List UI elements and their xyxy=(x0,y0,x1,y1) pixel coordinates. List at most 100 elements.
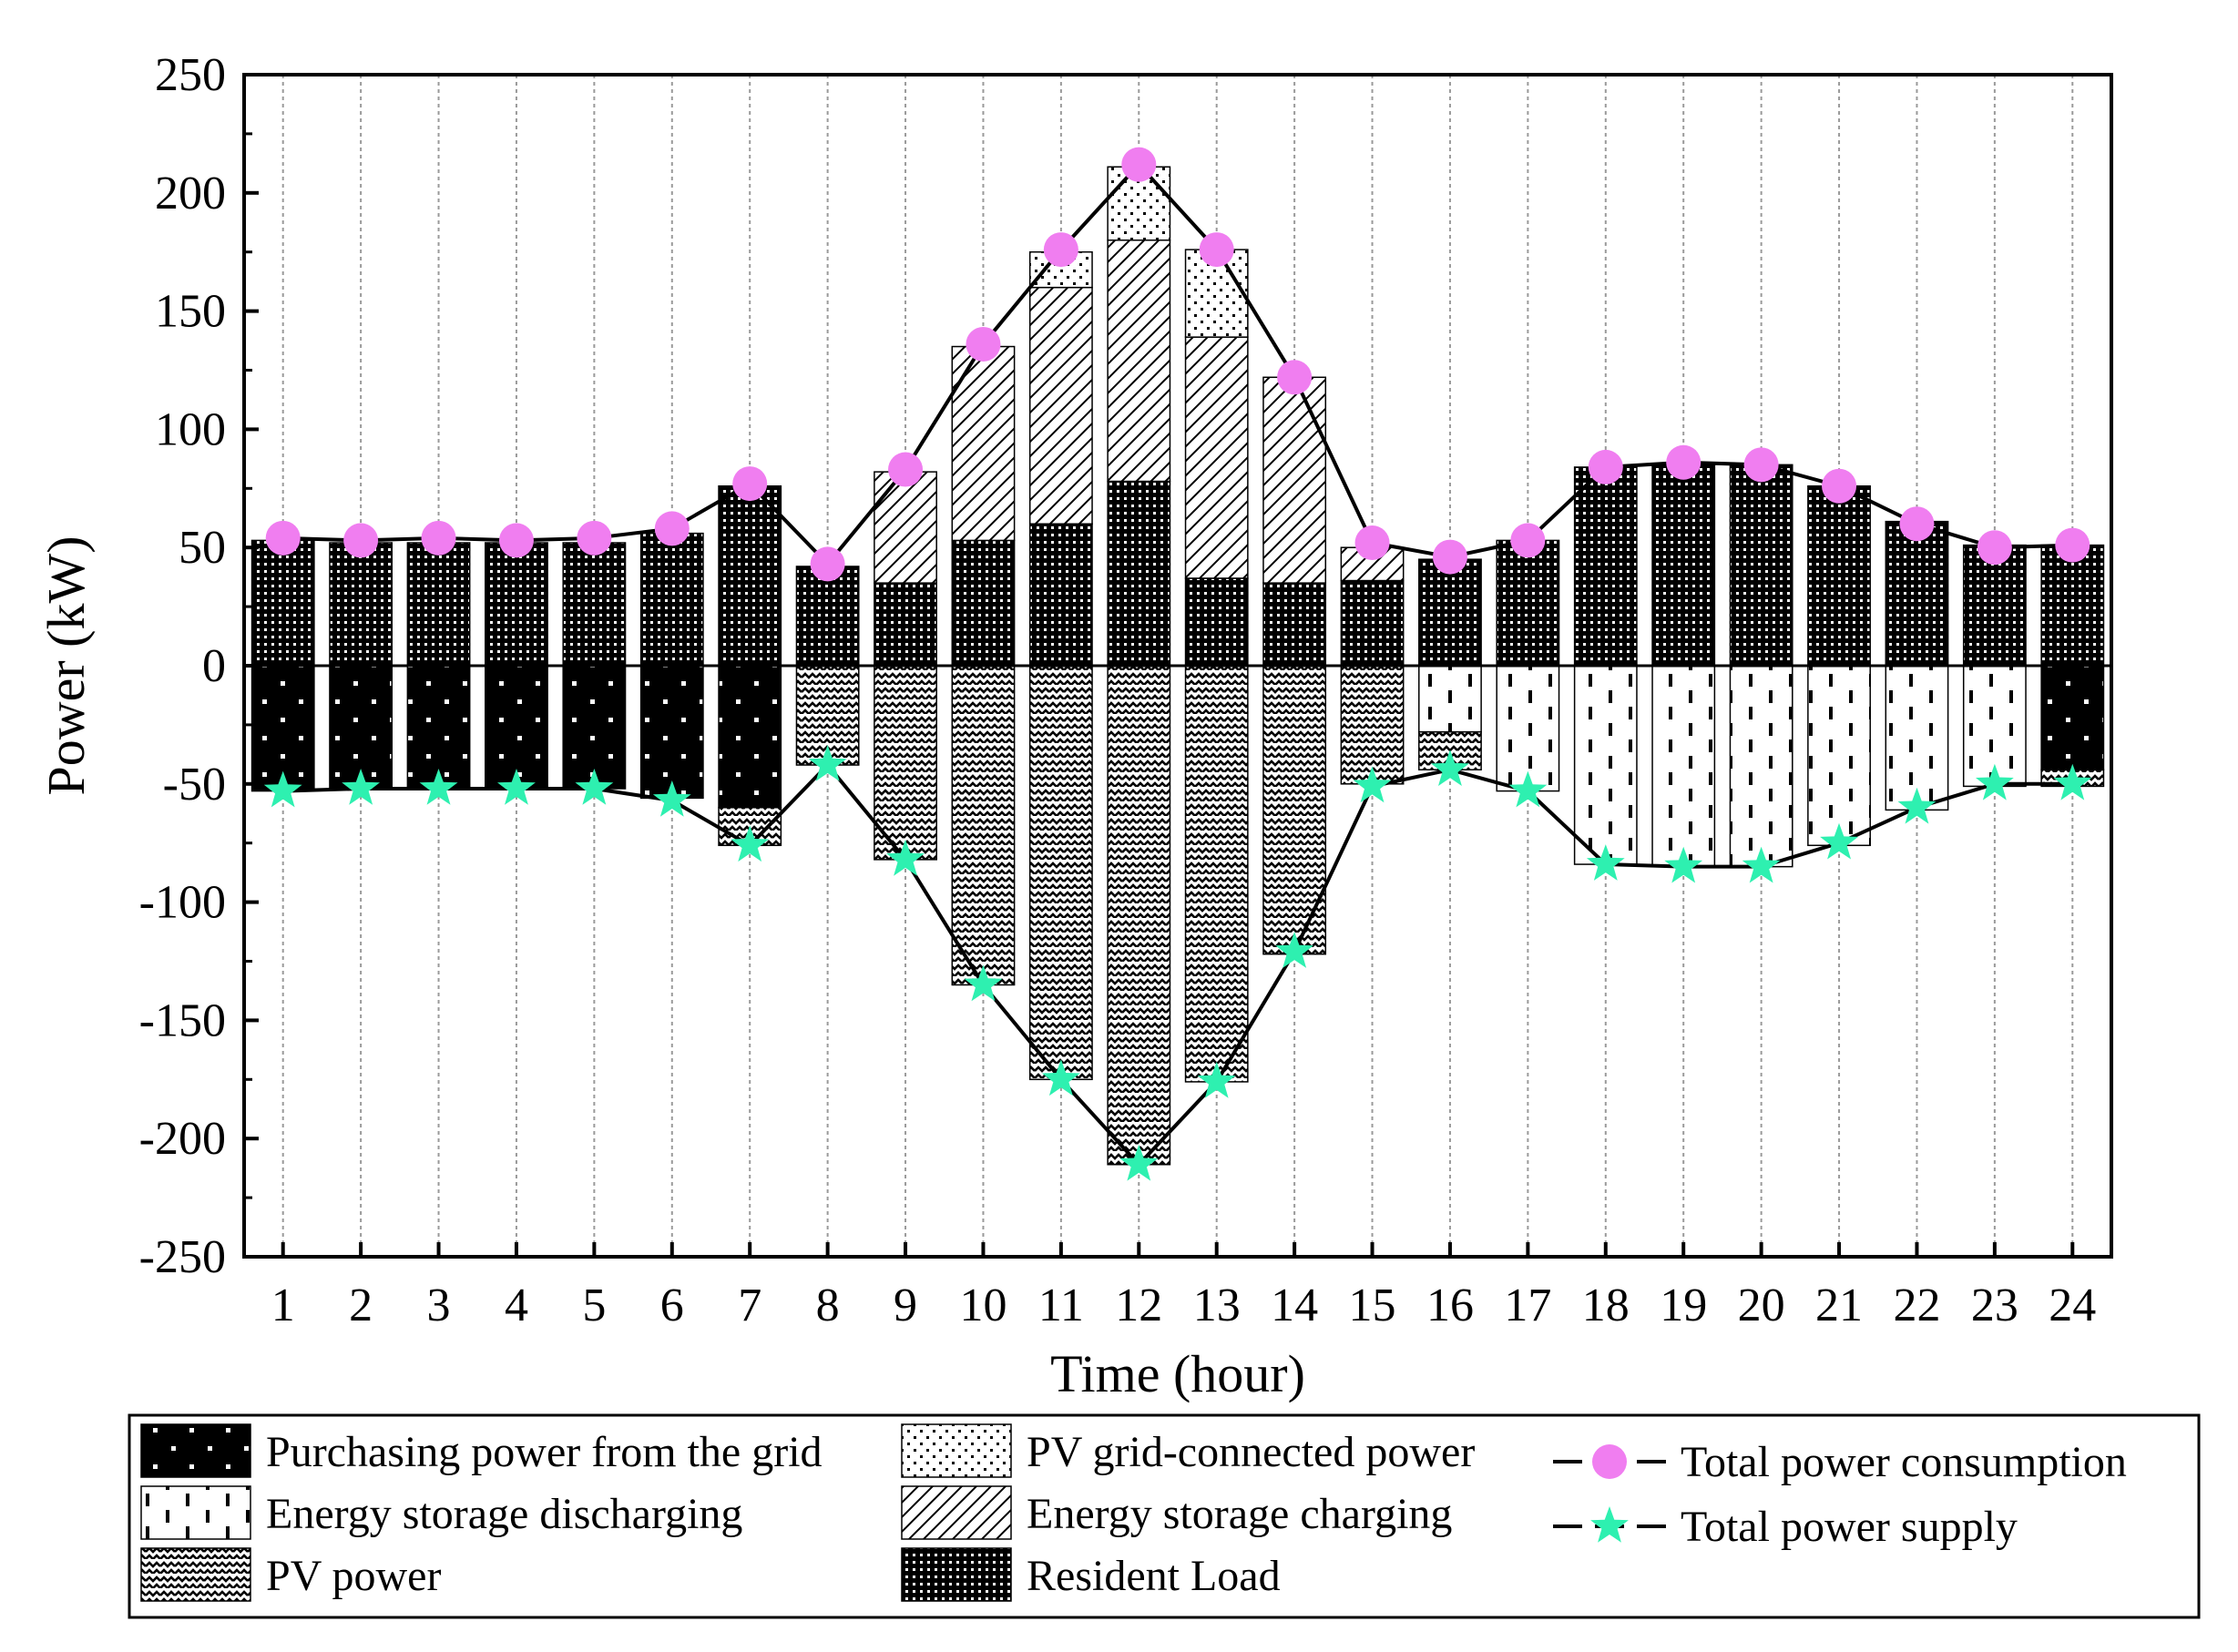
x-tick-label: 4 xyxy=(505,1280,528,1331)
marker-consumption xyxy=(1588,449,1623,484)
x-tick-label: 2 xyxy=(349,1280,373,1331)
x-tick-label: 5 xyxy=(582,1280,606,1331)
marker-consumption xyxy=(966,326,1001,362)
marker-supply xyxy=(1197,1061,1236,1098)
marker-supply xyxy=(1664,846,1703,883)
x-tick-label: 17 xyxy=(1504,1280,1551,1331)
x-tick-label: 7 xyxy=(738,1280,761,1331)
x-tick-label: 1 xyxy=(271,1280,295,1331)
marker-consumption xyxy=(577,520,612,556)
bar-pv xyxy=(1028,665,1093,1081)
y-tick-label: 50 xyxy=(179,522,226,574)
bar-load xyxy=(1107,480,1171,667)
bar-load xyxy=(562,542,627,667)
y-axis-title: Power (kW) xyxy=(36,535,96,795)
x-tick-label: 21 xyxy=(1815,1280,1863,1331)
marker-consumption xyxy=(654,511,690,546)
marker-consumption xyxy=(1277,360,1313,395)
bar-pv xyxy=(1107,665,1171,1166)
legend-label-supply: Total power supply xyxy=(1681,1503,2018,1551)
x-tick-label: 8 xyxy=(816,1280,840,1331)
bar-load xyxy=(639,532,704,667)
bar-load xyxy=(1807,484,1871,667)
x-tick-label: 15 xyxy=(1349,1280,1396,1331)
bar-discharge xyxy=(1807,665,1871,847)
x-tick-label: 3 xyxy=(427,1280,451,1331)
y-tick-label: 0 xyxy=(202,640,226,692)
marker-supply xyxy=(1586,844,1625,881)
x-axis-title: Time (hour) xyxy=(1050,1344,1305,1403)
bar-load xyxy=(1729,464,1793,667)
total-lines xyxy=(263,147,2092,1181)
bar-pv xyxy=(874,665,937,861)
legend-label-consumption: Total power consumption xyxy=(1681,1438,2127,1486)
marker-supply xyxy=(808,745,847,781)
bar-discharge xyxy=(1573,665,1638,865)
marker-consumption xyxy=(1043,232,1078,268)
bar-pv xyxy=(951,665,1016,986)
marker-consumption xyxy=(343,523,379,558)
bar-charge xyxy=(874,471,937,584)
x-tick-label: 18 xyxy=(1582,1280,1630,1331)
x-tick-label: 11 xyxy=(1038,1280,1084,1331)
marker-consumption xyxy=(1121,147,1157,182)
y-tick-label: -100 xyxy=(139,877,226,929)
bar-discharge xyxy=(1651,665,1716,868)
bar-load xyxy=(1496,539,1560,667)
marker-supply xyxy=(1431,750,1469,786)
bar-load xyxy=(406,542,471,667)
marker-consumption xyxy=(1822,468,1857,504)
bar-grid xyxy=(250,665,315,792)
marker-supply xyxy=(342,769,380,805)
marker-consumption xyxy=(1432,539,1467,575)
x-tick-label: 24 xyxy=(2049,1280,2096,1331)
legend-swatch-load xyxy=(901,1547,1012,1602)
legend-label-discharge: Energy storage discharging xyxy=(266,1490,742,1538)
y-tick-label: 100 xyxy=(155,403,226,455)
marker-supply xyxy=(1353,766,1392,803)
y-tick-label: 150 xyxy=(155,286,226,338)
bar-load xyxy=(951,539,1016,667)
marker-consumption xyxy=(888,452,924,487)
marker-supply xyxy=(575,769,614,805)
bar-grid xyxy=(329,665,393,790)
bar-load xyxy=(1418,558,1482,667)
marker-consumption xyxy=(265,520,301,556)
stacked-bars xyxy=(250,166,2105,1166)
bar-grid xyxy=(485,665,548,790)
legend-swatch-discharge xyxy=(140,1485,251,1540)
marker-supply xyxy=(1275,932,1313,968)
bar-load xyxy=(329,542,393,667)
marker-supply xyxy=(964,964,1003,1002)
legend-marker-supply xyxy=(1590,1506,1629,1543)
y-tick-label: -150 xyxy=(139,994,226,1046)
x-tick-label: 13 xyxy=(1193,1280,1241,1331)
bar-charge xyxy=(1028,286,1093,525)
marker-supply xyxy=(886,839,925,876)
y-tick-label: -200 xyxy=(139,1113,226,1165)
marker-supply xyxy=(1742,846,1781,883)
x-tick-label: 16 xyxy=(1426,1280,1474,1331)
bar-load xyxy=(2040,544,2105,667)
bar-load xyxy=(1573,466,1638,667)
marker-supply xyxy=(419,769,458,805)
bar-load xyxy=(1262,582,1327,667)
marker-consumption xyxy=(732,466,768,502)
marker-consumption xyxy=(1510,523,1546,558)
bar-grid xyxy=(639,665,704,800)
bar-load xyxy=(795,566,860,667)
bar-pv xyxy=(1184,665,1249,1083)
bar-load xyxy=(874,582,937,667)
marker-supply xyxy=(1820,822,1858,860)
bar-load xyxy=(1184,577,1249,667)
x-tick-label: 14 xyxy=(1271,1280,1318,1331)
y-tick-label: -250 xyxy=(139,1231,226,1283)
marker-supply xyxy=(731,825,770,862)
bar-grid xyxy=(718,665,782,809)
marker-consumption xyxy=(1743,447,1779,483)
x-tick-label: 6 xyxy=(660,1280,684,1331)
legend-label-charge: Energy storage charging xyxy=(1027,1490,1452,1538)
bar-pv xyxy=(1262,665,1327,955)
x-tick-label: 9 xyxy=(894,1280,917,1331)
bar-charge xyxy=(1262,376,1327,584)
